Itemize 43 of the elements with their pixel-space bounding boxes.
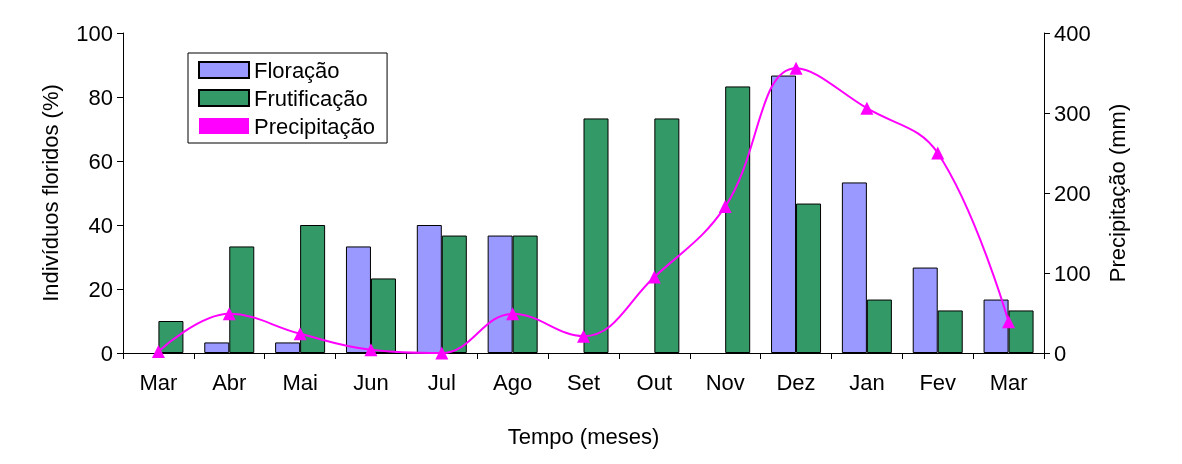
y-axis-title: Indivíduos floridos (%) xyxy=(37,84,63,302)
x-tick-label: Jun xyxy=(353,369,389,395)
x-tick-label: Dez xyxy=(776,369,816,395)
point xyxy=(364,343,378,357)
y-tick-label: 100 xyxy=(76,20,113,46)
y-tick-label: 40 xyxy=(88,212,113,238)
x-tick-label: Ago xyxy=(493,369,533,395)
point xyxy=(151,344,165,358)
x-tick-label: Mai xyxy=(282,369,318,395)
x-tick-label: Nov xyxy=(705,369,745,395)
y2-tick-label: 200 xyxy=(1054,180,1091,206)
y-tick-label: 20 xyxy=(88,276,113,302)
point xyxy=(293,327,307,341)
point xyxy=(577,329,590,343)
point xyxy=(860,101,874,115)
point xyxy=(931,146,945,160)
point xyxy=(718,200,732,214)
x-axis-title: Tempo (meses) xyxy=(507,423,660,449)
x-tick-label: Mar xyxy=(139,369,178,395)
x-tick-label: Jul xyxy=(427,369,456,395)
y2-tick-label: 100 xyxy=(1054,260,1091,286)
y2-tick-label: 0 xyxy=(1054,340,1067,366)
legend-label: Frutificação xyxy=(254,85,368,111)
y2-tick-label: 300 xyxy=(1054,100,1091,126)
y2-axis-title: Precipitação (mm) xyxy=(1104,103,1130,283)
y-tick-label: 60 xyxy=(88,148,113,174)
legend-label: Floração xyxy=(254,57,340,83)
x-tick-label: Abr xyxy=(212,369,247,395)
legend-label: Precipitação xyxy=(254,113,376,139)
point xyxy=(1002,315,1016,329)
point xyxy=(222,307,236,321)
point xyxy=(506,307,520,321)
y-tick-label: 80 xyxy=(88,84,113,110)
x-tick-label: Fev xyxy=(919,369,957,395)
point xyxy=(789,61,803,75)
x-tick-label: Mar xyxy=(989,369,1028,395)
y-tick-label: 0 xyxy=(100,340,113,366)
y2-tick-label: 400 xyxy=(1054,20,1091,46)
x-tick-label: Set xyxy=(566,369,601,395)
point xyxy=(435,346,449,360)
x-tick-label: Jan xyxy=(849,369,885,395)
x-tick-label: Out xyxy=(636,369,673,395)
point xyxy=(647,270,661,284)
